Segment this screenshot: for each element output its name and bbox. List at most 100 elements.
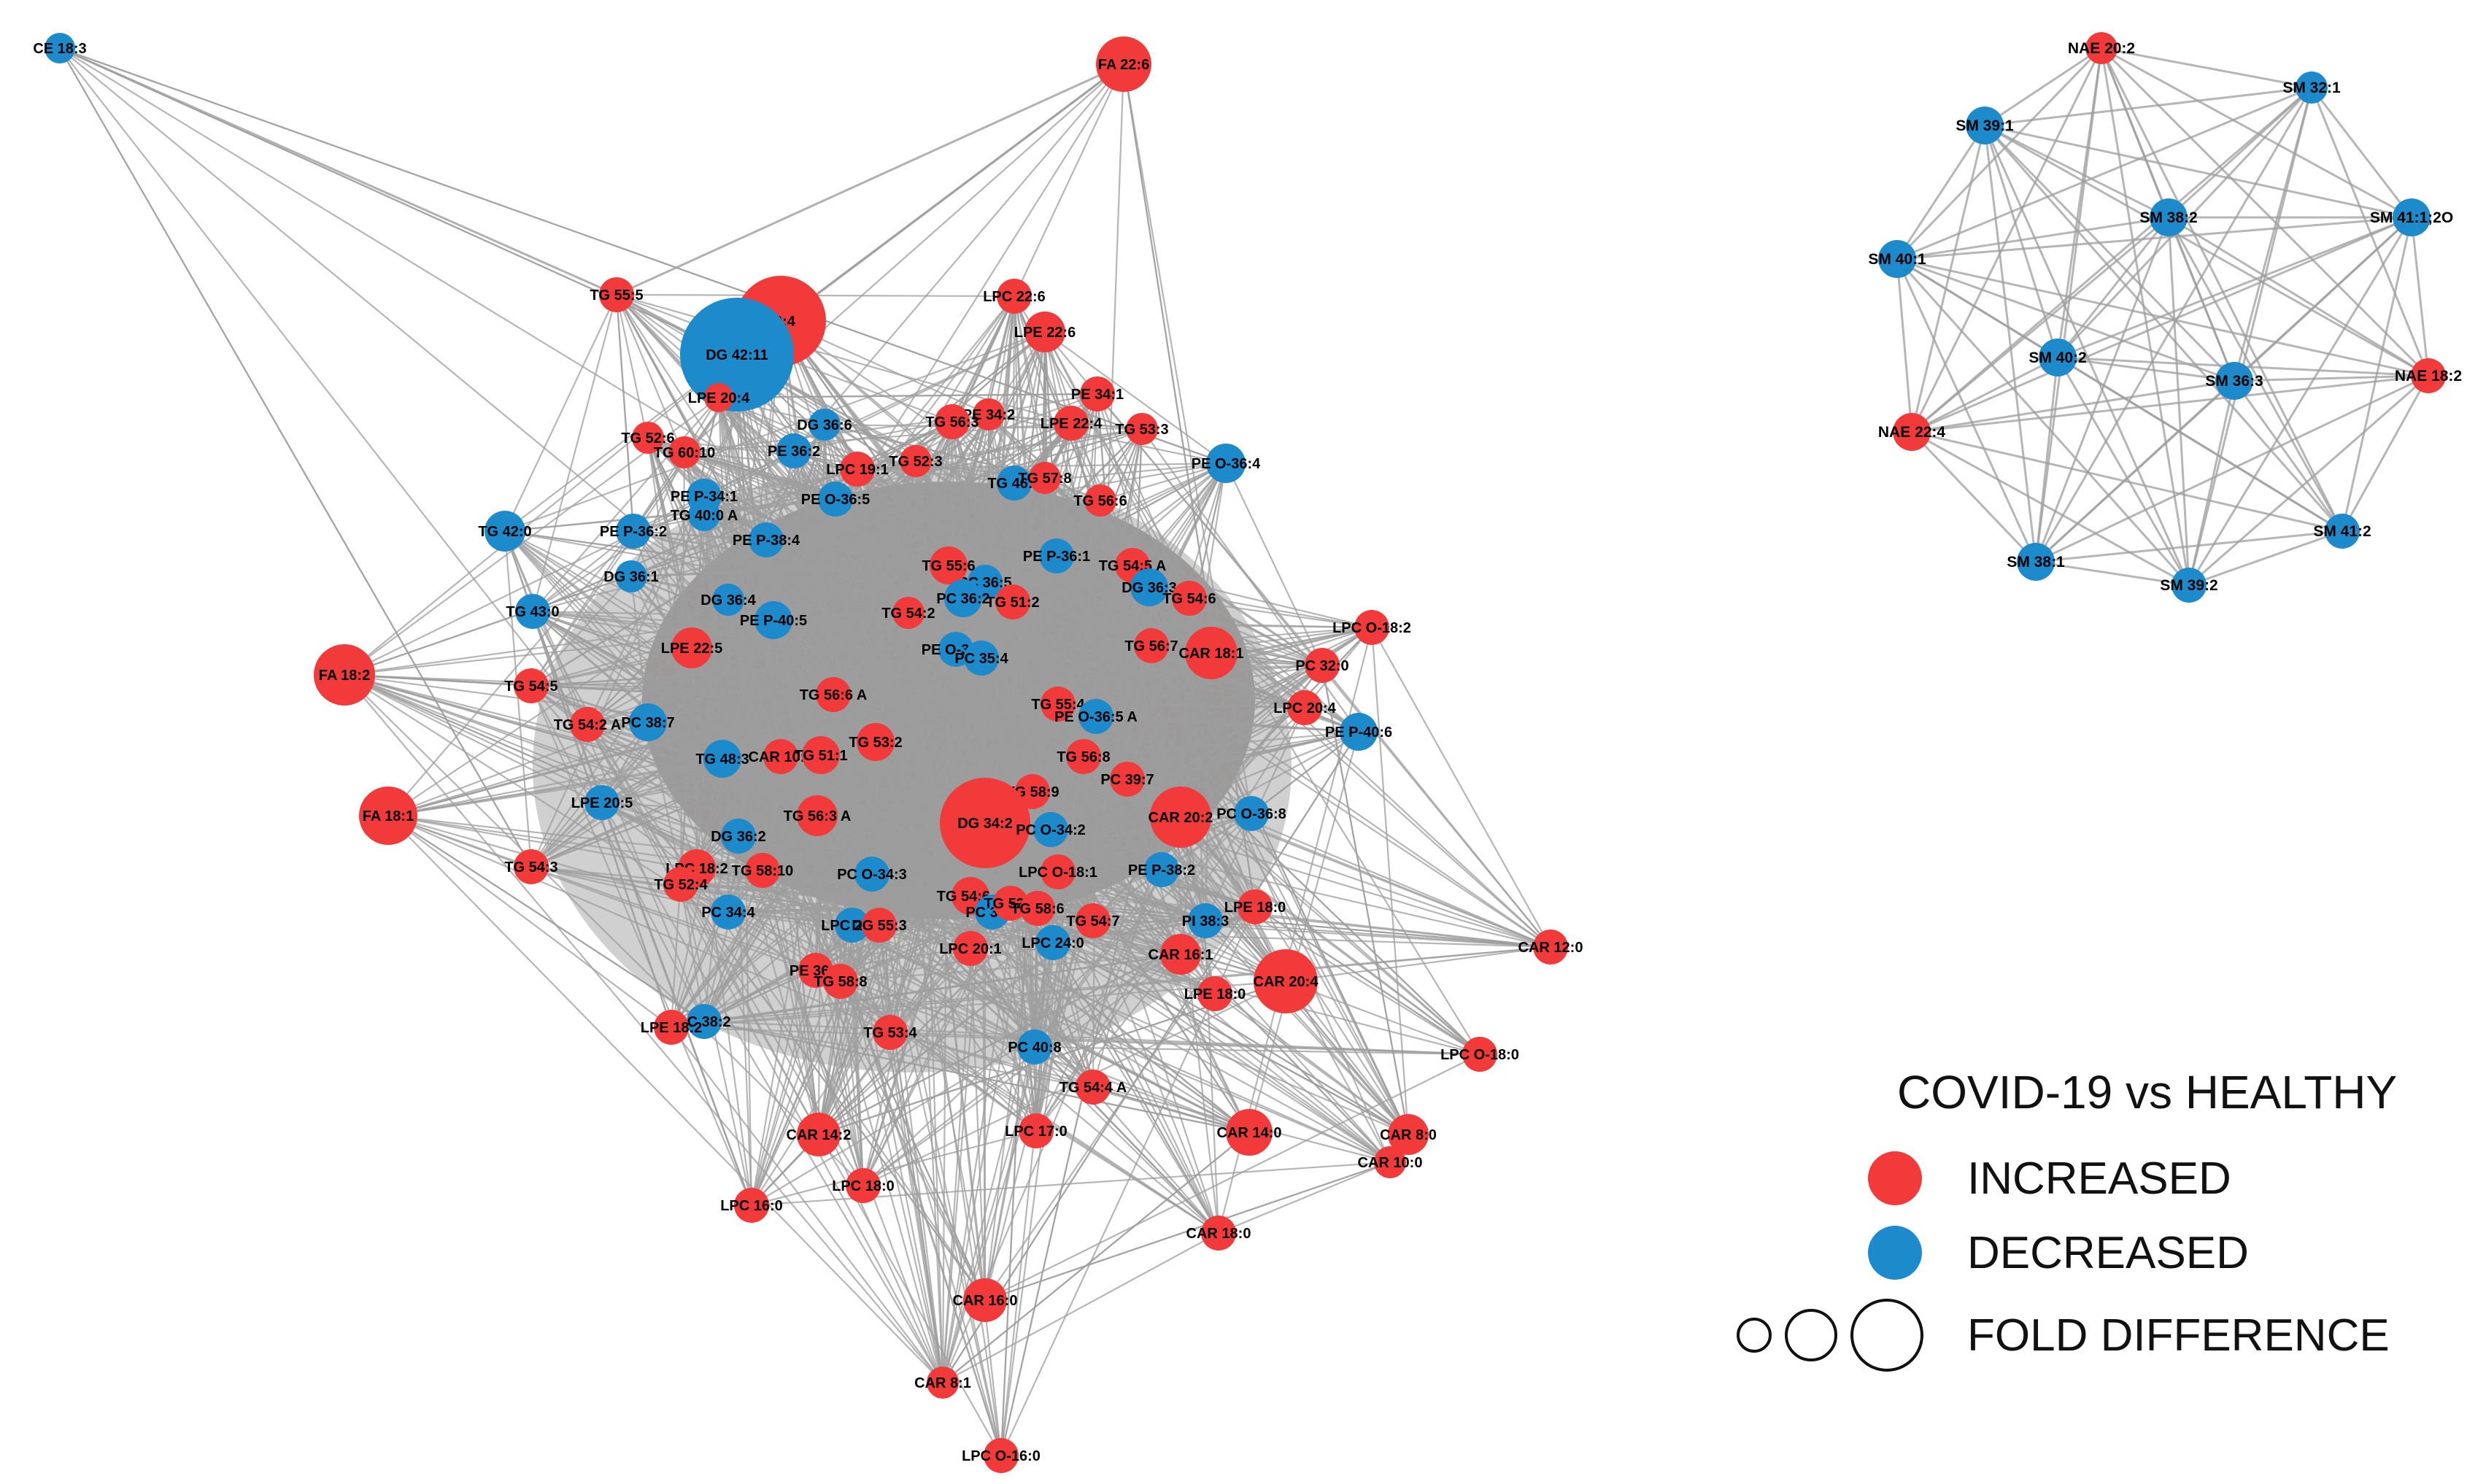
network-node: TG 48:3 [695, 740, 749, 778]
node-label: LPC 22:6 [983, 289, 1046, 305]
node-circle [485, 511, 525, 552]
network-edge [387, 815, 705, 1022]
node-label: SM 38:1 [2007, 554, 2065, 571]
node-label: LPC 20:1 [939, 941, 1002, 957]
node-circle [616, 514, 651, 549]
node-label: PE 34:2 [962, 407, 1015, 423]
node-circle [1254, 949, 1318, 1013]
node-label: TG 54:5 [504, 679, 557, 695]
node-circle [2296, 72, 2328, 104]
node-label: TG 46:1 [987, 476, 1041, 492]
network-edge [2035, 560, 2190, 587]
network-edge [750, 924, 881, 1206]
network-node: NAE 20:2 [2068, 32, 2135, 64]
network-edge [2034, 357, 2059, 563]
node-label: CAR 12:0 [1518, 940, 1583, 956]
network-node: TG 54:3 [504, 849, 558, 884]
network-node: TG 58:10 [732, 853, 793, 888]
network-edge [679, 884, 706, 1022]
node-label: PC O-34:2 [1016, 822, 1086, 838]
network-edge [1321, 665, 1551, 948]
network-edge [981, 657, 1286, 982]
node-circle [818, 482, 853, 517]
node-label: PC 38:7 [621, 715, 674, 731]
network-node: LPE 22:4 [1041, 406, 1103, 441]
node-circle [963, 1278, 1007, 1322]
network-edge [1056, 555, 1391, 1163]
node-circle [1078, 699, 1113, 734]
network-node: PE P-40:6 [1325, 713, 1392, 751]
node-label: FA 18:1 [363, 808, 414, 824]
increased-swatch [1868, 1151, 1922, 1205]
node-label: PC 40:8 [1008, 1040, 1061, 1056]
node-circle [1041, 687, 1076, 722]
node-circle [846, 1168, 881, 1203]
node-label: TG 56:8 [1057, 749, 1110, 765]
network-edge [647, 722, 1409, 1135]
network-edge [773, 63, 1124, 621]
node-label: NAE 18:2 [2395, 368, 2462, 384]
node-circle [1185, 627, 1238, 679]
node-label: DG 36:3 [1122, 580, 1177, 596]
network-edge [840, 953, 1181, 983]
network-edge [875, 741, 1286, 982]
network-edge [703, 495, 1094, 921]
network-edge [835, 498, 1481, 1055]
node-circle [776, 433, 811, 468]
network-edge [615, 294, 693, 649]
network-edge [646, 722, 698, 869]
network-edge [387, 814, 891, 1034]
node-circle [2085, 32, 2118, 64]
network-node: LPE 22:6 [1014, 312, 1076, 352]
node-label: CAR 18:1 [1179, 646, 1244, 662]
node-circle [1226, 1109, 1273, 1156]
network-node: LPC O-18:1 [1019, 854, 1097, 889]
network-node: LPE 20:4 [688, 383, 750, 412]
node-circle [1287, 690, 1322, 725]
node-circle [1160, 934, 1201, 975]
network-node: LPC O-18:0 [1440, 1037, 1519, 1072]
network-edge [1896, 258, 2235, 382]
network-edge [1984, 86, 2312, 127]
network-node: PE 36:2 [768, 433, 820, 468]
network-node: TG 54:5 [504, 668, 558, 703]
node-circle [973, 398, 1005, 430]
node-circle [1076, 1070, 1111, 1105]
node-label: DG 36:1 [603, 569, 659, 585]
network-node: PC 38:2 [677, 1004, 731, 1039]
legend-title: COVID-19 vs HEALTHY [1897, 1066, 2398, 1118]
network-edge [737, 835, 820, 1135]
node-circle [1024, 312, 1065, 352]
node-circle [749, 522, 784, 557]
network-edge [736, 354, 753, 1206]
node-label: SM 40:2 [2028, 349, 2086, 366]
decreased-swatch [1868, 1226, 1922, 1280]
network-edge [951, 421, 1409, 1135]
network-edge [504, 530, 853, 926]
node-label: TG 48:3 [695, 751, 749, 768]
network-edge [504, 294, 617, 532]
node-label: TG 53:4 [863, 1025, 917, 1041]
network-edge [1896, 258, 2190, 587]
network-edge [387, 815, 943, 1383]
network-edge [532, 530, 634, 612]
node-label: PC 35:4 [954, 651, 1008, 667]
node-label: TG 60:10 [654, 445, 715, 461]
node-label: PE P-34:1 [671, 489, 738, 505]
size-circle-medium [1785, 1309, 1837, 1361]
network-edge [1035, 707, 1305, 1132]
node-label: SM 41:1;2O [2370, 209, 2453, 226]
network-edge [601, 801, 880, 927]
network-edge [601, 802, 1035, 1048]
network-edge [984, 1161, 1391, 1302]
network-node: LPC O-18:2 [1332, 610, 1411, 645]
network-edge [907, 421, 954, 614]
legend-increased: INCREASED [1868, 1145, 2231, 1211]
network-edge [1131, 565, 1207, 921]
network-edge [984, 295, 1016, 583]
network-edge [2100, 47, 2344, 532]
node-circle [1134, 628, 1169, 663]
node-circle [993, 886, 1028, 921]
node-label: PC 32:0 [1295, 658, 1348, 674]
network-edge [344, 354, 738, 676]
